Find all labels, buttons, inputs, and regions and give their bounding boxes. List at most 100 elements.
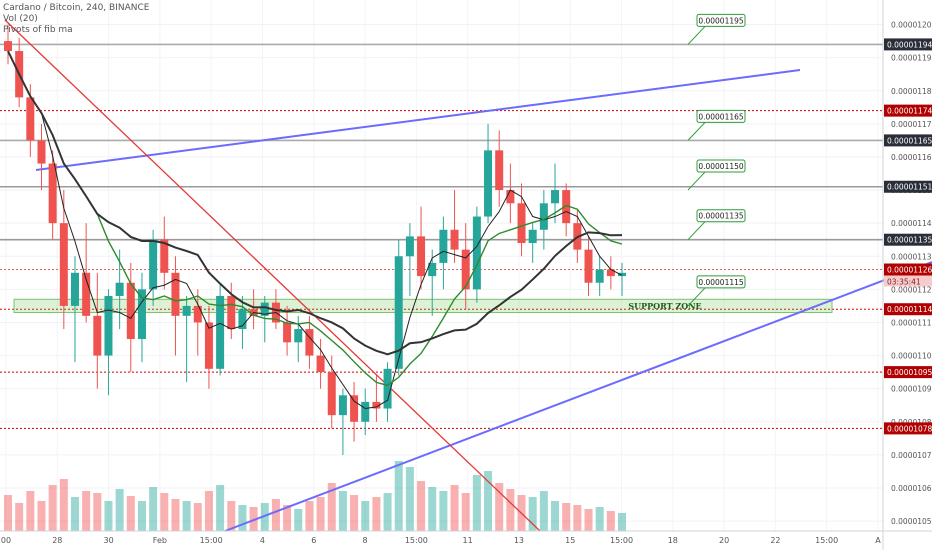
price-level-label: 0.00001135 [887, 236, 932, 245]
candle-body [327, 372, 336, 416]
countdown-label: 03:35:41 [887, 278, 921, 287]
price-level-label: 0.00001078 [887, 424, 932, 433]
candle-body [70, 272, 79, 306]
price-level-label: 0.00001165 [887, 136, 932, 145]
price-level-label: 0.00001151 [887, 183, 932, 192]
callout-label: 0.00001135 [698, 212, 744, 221]
time-tick-label: 8 [363, 536, 368, 545]
moving-averages [7, 50, 623, 410]
callout-pointer [687, 221, 706, 241]
time-tick-label: 11 [463, 536, 473, 545]
candle-body [238, 309, 247, 330]
price-callouts: 0.00001195 0.00001165 0.00001150 0.00001135… [687, 13, 746, 307]
time-tick-label: Feb [153, 536, 167, 545]
time-tick-label: 15:00 [815, 536, 838, 545]
volume-bar [171, 499, 180, 531]
candle-body [171, 272, 180, 316]
time-tick-label: A [875, 536, 881, 545]
volume-bar [137, 501, 146, 531]
candle-body [126, 282, 135, 340]
candle-body [216, 295, 225, 369]
candle-body [484, 150, 493, 217]
volume-bar [495, 483, 504, 531]
candle-body [383, 368, 392, 409]
candle-body [472, 216, 481, 290]
volume-bar [484, 471, 493, 531]
callout-pointer [687, 122, 706, 141]
volume-bar [227, 501, 236, 531]
volume-bar [48, 485, 57, 531]
candle-body [361, 401, 370, 422]
time-axis[interactable]: 00 28 30 Feb 15:00 4 6 8 15:00 11 13 15 15:00 18 20 22 1… [0, 530, 932, 545]
upper-trendline [35, 69, 801, 171]
candle-body [193, 305, 202, 323]
time-tick-label: 15:00 [405, 536, 428, 545]
volume-bar [26, 491, 35, 531]
candle-body [551, 190, 560, 204]
support-zone-label: SUPPORT ZONE [628, 301, 701, 311]
candle-body [461, 249, 470, 290]
volume-bar [472, 475, 481, 531]
price-axis[interactable]: 0.00001200 0.00001190 0.00001180 0.00001170… [882, 0, 932, 550]
legend-volume: Vol (20) [3, 14, 38, 24]
volume-bar [249, 507, 258, 531]
candle-body [137, 289, 146, 340]
candle-body [104, 295, 113, 356]
volume-bar [216, 485, 225, 531]
candle-body [149, 239, 158, 290]
time-tick-label: 30 [103, 536, 113, 545]
callout-label: 0.00001115 [698, 278, 744, 287]
candle-body [595, 269, 604, 283]
candle-body [517, 203, 526, 244]
price-level-badge [884, 38, 932, 51]
candle-body [48, 163, 57, 224]
volume-bar [82, 491, 91, 531]
volume-bar [383, 493, 392, 531]
callout-pointer [687, 171, 706, 191]
volume-bar [573, 505, 582, 531]
price-level-badge [884, 134, 932, 147]
price-tick-label: 0.00001190 [891, 54, 932, 63]
time-tick-label: 28 [52, 536, 62, 545]
volume-bar [606, 511, 615, 531]
candle-body [405, 236, 414, 257]
volume-bar [238, 505, 247, 531]
price-level-badge [884, 366, 932, 379]
candle-body [115, 282, 124, 296]
candle-body [394, 256, 403, 369]
candle-body [227, 295, 236, 330]
candle-body [372, 401, 381, 409]
volume-bar [528, 497, 537, 531]
callout-box [696, 275, 746, 289]
time-tick-label: 15:00 [200, 536, 223, 545]
time-tick-label: 4 [260, 536, 265, 545]
candle-body [539, 203, 548, 230]
candle-body [37, 140, 46, 164]
volume-bar [562, 503, 571, 531]
candle-body [439, 229, 448, 263]
price-tick-label: 0.00001070 [891, 451, 932, 460]
candle-body [338, 395, 347, 416]
support-zone-box [13, 298, 833, 314]
candle-body [506, 190, 515, 204]
volume-bar [115, 489, 124, 531]
price-tick-label: 0.00001080 [891, 418, 932, 427]
candle-body [182, 305, 191, 316]
volume-bar [327, 483, 336, 531]
volume-bar [595, 507, 604, 531]
volume-bar [551, 501, 560, 531]
volume-bar [428, 487, 437, 531]
volume-bar [316, 497, 325, 531]
callout-label: 0.00001150 [698, 162, 744, 171]
price-tick-label: 0.00001100 [891, 352, 932, 361]
candle-body [495, 150, 504, 191]
candle-body [562, 190, 571, 224]
volume-bar [372, 497, 381, 531]
volume-bar [149, 487, 158, 531]
chart-grid [0, 0, 883, 531]
volume-bar [450, 485, 459, 531]
volume-bar [439, 491, 448, 531]
callout-box [696, 109, 746, 123]
descending-trendline [4, 19, 541, 532]
